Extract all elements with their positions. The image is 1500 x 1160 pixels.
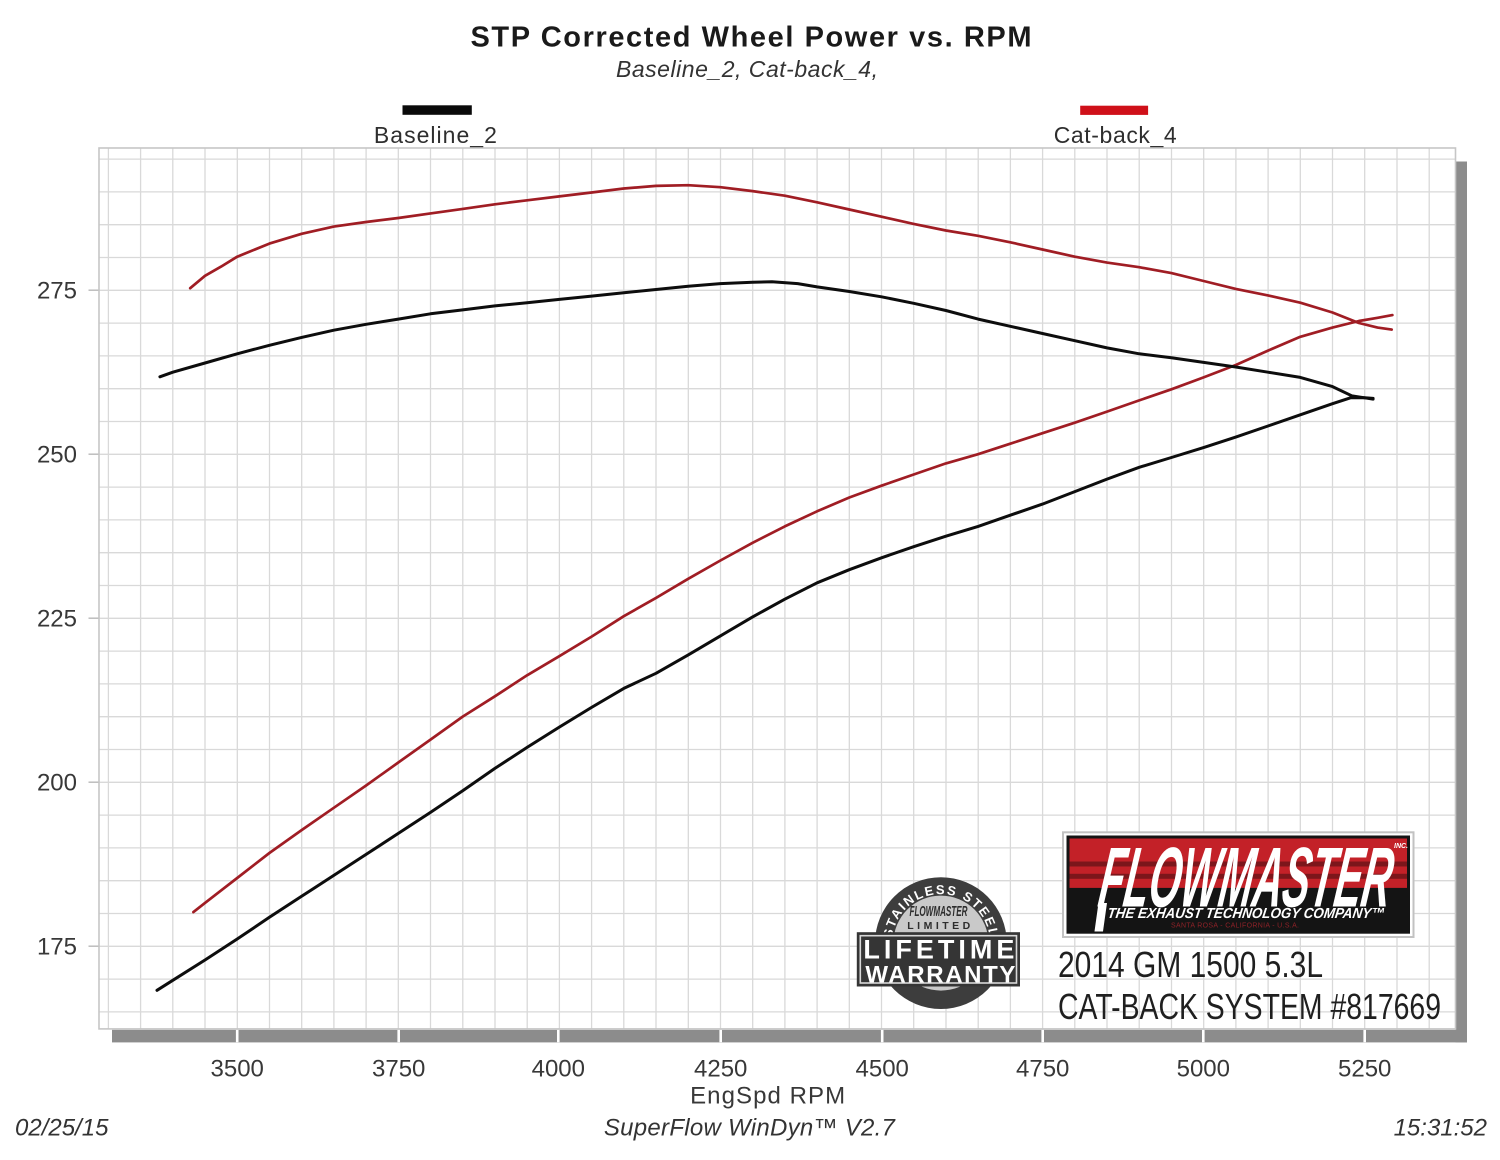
- svg-text:WARRANTY: WARRANTY: [865, 962, 1015, 989]
- svg-text:SANTA ROSA - CALIFORNIA - U.S.: SANTA ROSA - CALIFORNIA - U.S.A.: [1171, 923, 1299, 930]
- svg-text:4750: 4750: [1016, 1056, 1069, 1083]
- svg-text:LIMITED: LIMITED: [907, 920, 974, 932]
- svg-text:LIFETIME: LIFETIME: [863, 935, 1014, 965]
- svg-text:Baseline_2, Cat-back_4,: Baseline_2, Cat-back_4,: [616, 56, 878, 82]
- svg-text:4250: 4250: [694, 1056, 747, 1083]
- svg-text:225: 225: [37, 606, 77, 633]
- svg-text:5000: 5000: [1177, 1056, 1230, 1083]
- svg-text:5250: 5250: [1338, 1056, 1391, 1083]
- svg-text:275: 275: [37, 278, 77, 305]
- svg-text:4500: 4500: [856, 1056, 909, 1083]
- svg-text:Baseline_2: Baseline_2: [374, 122, 497, 148]
- svg-text:3500: 3500: [211, 1056, 264, 1083]
- svg-text:3750: 3750: [372, 1056, 425, 1083]
- svg-text:INC.: INC.: [1394, 843, 1408, 850]
- svg-text:200: 200: [37, 770, 77, 797]
- svg-text:Cat-back_4: Cat-back_4: [1054, 122, 1177, 148]
- svg-text:15:31:52: 15:31:52: [1394, 1115, 1487, 1142]
- svg-text:FLOWMASTER: FLOWMASTER: [1094, 831, 1399, 926]
- svg-text:FLOWMASTER: FLOWMASTER: [910, 903, 968, 920]
- svg-text:4000: 4000: [532, 1056, 585, 1083]
- svg-text:2014 GM 1500 5.3L: 2014 GM 1500 5.3L: [1058, 944, 1323, 985]
- svg-text:STP Corrected Wheel Power vs.: STP Corrected Wheel Power vs. RPM: [471, 22, 1032, 54]
- svg-text:THE EXHAUST TECHNOLOGY COMPANY: THE EXHAUST TECHNOLOGY COMPANY™: [1106, 906, 1385, 922]
- svg-text:EngSpd RPM: EngSpd RPM: [690, 1083, 845, 1110]
- svg-text:CAT-BACK SYSTEM #817669: CAT-BACK SYSTEM #817669: [1058, 986, 1441, 1027]
- svg-text:250: 250: [37, 442, 77, 469]
- svg-text:02/25/15: 02/25/15: [15, 1115, 109, 1142]
- svg-text:SuperFlow WinDyn™ V2.7: SuperFlow WinDyn™ V2.7: [604, 1115, 897, 1142]
- svg-text:175: 175: [37, 934, 77, 961]
